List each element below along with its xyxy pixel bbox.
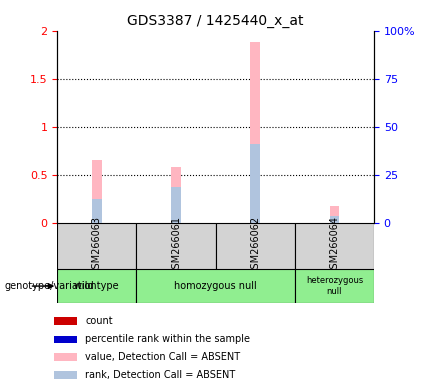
- Bar: [54, 336, 77, 343]
- Bar: [330, 207, 339, 223]
- Bar: [136, 269, 295, 303]
- Text: percentile rank within the sample: percentile rank within the sample: [85, 334, 250, 344]
- Bar: [92, 161, 102, 223]
- Text: genotype/variation: genotype/variation: [4, 281, 97, 291]
- Bar: [250, 42, 260, 223]
- Title: GDS3387 / 1425440_x_at: GDS3387 / 1425440_x_at: [127, 14, 304, 28]
- Bar: [57, 269, 136, 303]
- Text: GSM266064: GSM266064: [330, 216, 339, 275]
- Bar: [330, 216, 339, 223]
- Bar: [216, 223, 295, 269]
- Bar: [250, 144, 260, 223]
- Text: heterozygous
null: heterozygous null: [306, 276, 363, 296]
- Bar: [54, 317, 77, 325]
- Bar: [136, 223, 216, 269]
- Text: GSM266061: GSM266061: [171, 216, 181, 275]
- Bar: [57, 223, 136, 269]
- Bar: [54, 353, 77, 361]
- Text: GSM266063: GSM266063: [92, 216, 102, 275]
- Text: count: count: [85, 316, 113, 326]
- Bar: [171, 187, 181, 223]
- Text: wild type: wild type: [74, 281, 119, 291]
- Bar: [54, 371, 77, 379]
- Bar: [295, 223, 374, 269]
- Text: homozygous null: homozygous null: [174, 281, 257, 291]
- Bar: [92, 199, 102, 223]
- Text: rank, Detection Call = ABSENT: rank, Detection Call = ABSENT: [85, 370, 235, 380]
- Text: value, Detection Call = ABSENT: value, Detection Call = ABSENT: [85, 352, 241, 362]
- Bar: [295, 269, 374, 303]
- Text: GSM266062: GSM266062: [250, 216, 260, 275]
- Bar: [171, 167, 181, 223]
